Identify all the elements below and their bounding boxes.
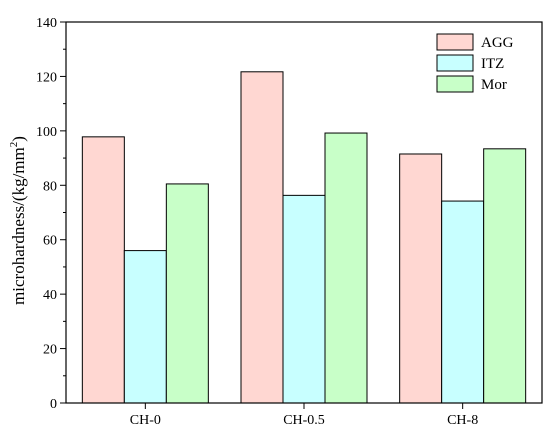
legend-label-agg: AGG <box>481 35 514 51</box>
legend-swatch-mor <box>436 75 474 93</box>
legend-swatch-agg <box>436 33 474 51</box>
y-tick-label: 120 <box>36 70 57 85</box>
y-axis-title-superscript: 2 <box>8 142 20 148</box>
bar-agg-ch-0 <box>81 136 125 404</box>
y-tick-label: 0 <box>50 397 57 412</box>
y-axis: 0 20 40 60 80 100 120 140 <box>36 16 66 412</box>
y-axis-title-end: ) <box>9 136 28 142</box>
y-tick-label: 80 <box>43 179 57 194</box>
legend-label-mor: Mor <box>481 77 507 93</box>
bars-group <box>81 71 527 404</box>
y-tick-label: 60 <box>43 234 57 249</box>
x-axis: CH-0 CH-0.5 CH-8 <box>130 403 478 428</box>
y-tick-label: 20 <box>43 343 57 358</box>
bar-itz-ch-0 <box>123 250 167 404</box>
y-tick-label: 100 <box>36 125 57 140</box>
bar-itz-ch-0-5 <box>282 194 326 404</box>
legend-label-itz: ITZ <box>481 56 504 72</box>
bar-mor-ch-8 <box>483 148 527 404</box>
x-tick-label: CH-0.5 <box>283 413 325 428</box>
y-tick-label: 40 <box>43 288 57 303</box>
bar-itz-ch-8 <box>441 200 485 404</box>
bar-mor-ch-0-5 <box>324 132 368 404</box>
y-axis-title-main: microhardness/(kg/mm <box>9 147 28 305</box>
legend: AGG ITZ Mor <box>436 33 514 93</box>
bar-agg-ch-0-5 <box>240 71 284 404</box>
y-tick-label: 140 <box>36 16 57 31</box>
bar-agg-ch-8 <box>399 153 443 404</box>
legend-swatch-itz <box>436 54 474 72</box>
x-tick-label: CH-0 <box>130 413 161 428</box>
bar-mor-ch-0 <box>165 183 209 404</box>
y-axis-title: microhardness/(kg/mm2) <box>8 136 28 305</box>
x-tick-label: CH-8 <box>447 413 478 428</box>
